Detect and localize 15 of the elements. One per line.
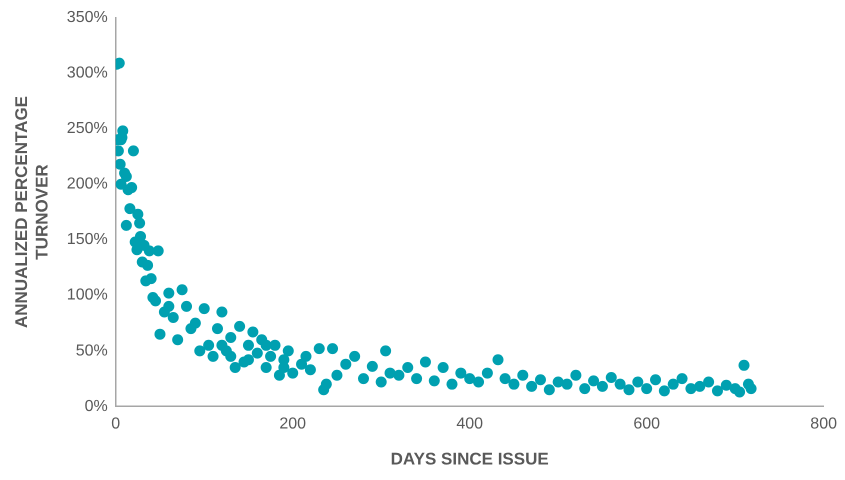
- y-tick-label: 100%: [66, 286, 108, 304]
- y-tick-label: 150%: [66, 231, 108, 248]
- y-tick-label: 250%: [66, 120, 108, 138]
- y-tick-label: 0%: [84, 398, 108, 415]
- x-tick-label: 200: [279, 415, 306, 432]
- y-tick-label: 50%: [76, 342, 108, 360]
- y-tick-label: 200%: [66, 176, 108, 193]
- x-tick-label: 400: [456, 415, 484, 432]
- x-tick-label: 800: [810, 415, 838, 432]
- x-tick-label: 0: [111, 415, 120, 432]
- y-axis-title: ANNUALIZED PERCENTAGE TURNOVER: [12, 96, 52, 328]
- x-tick-label: 600: [633, 415, 660, 432]
- y-tick-label: 300%: [66, 64, 108, 82]
- x-axis-title: DAYS SINCE ISSUE: [390, 449, 549, 468]
- y-tick-label: 350%: [66, 9, 108, 26]
